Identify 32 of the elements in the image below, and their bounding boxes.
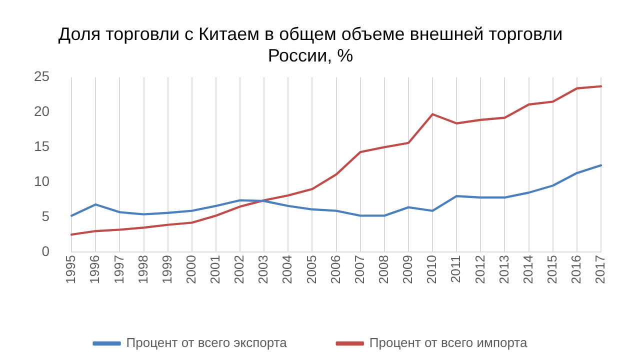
x-tick-label: 2007 <box>352 255 367 284</box>
x-tick-label: 2014 <box>520 255 536 284</box>
x-tick-label: 2008 <box>376 255 391 284</box>
x-tick-label: 2005 <box>304 255 319 284</box>
y-tick-label: 20 <box>34 103 50 120</box>
x-tick-label: 2004 <box>280 255 295 284</box>
y-tick-label: 10 <box>34 172 50 189</box>
x-tick-label: 1999 <box>159 255 174 284</box>
x-tick-label: 2003 <box>256 255 271 284</box>
legend-label: Процент от всего импорта <box>369 335 528 350</box>
x-tick-label: 2010 <box>424 255 440 284</box>
x-tick-label: 2013 <box>496 255 512 284</box>
legend-label: Процент от всего экспорта <box>126 335 288 350</box>
x-tick-label: 2015 <box>544 255 560 284</box>
x-tick-label: 1995 <box>63 255 78 284</box>
x-tick-label: 1998 <box>135 255 150 284</box>
x-tick-label: 2000 <box>183 255 198 284</box>
x-tick-label: 2002 <box>232 255 247 284</box>
x-tick-label: 2011 <box>448 255 464 284</box>
y-tick-label: 25 <box>34 68 50 84</box>
x-tick-label: 2012 <box>472 255 488 284</box>
y-tick-label: 15 <box>34 138 50 154</box>
x-tick-label: 1996 <box>87 255 102 284</box>
x-tick-label: 2017 <box>592 255 608 284</box>
x-tick-label: 2016 <box>568 255 584 284</box>
x-tick-label: 1997 <box>111 255 126 284</box>
x-tick-label: 2006 <box>328 255 343 284</box>
chart-title: Доля торговли с Китаем в общем объеме внешней торговли России, % <box>58 24 563 66</box>
y-tick-label: 0 <box>42 242 50 259</box>
x-tick-label: 2009 <box>400 255 416 284</box>
y-tick-label: 5 <box>42 208 50 224</box>
x-tick-label: 2001 <box>208 255 223 284</box>
